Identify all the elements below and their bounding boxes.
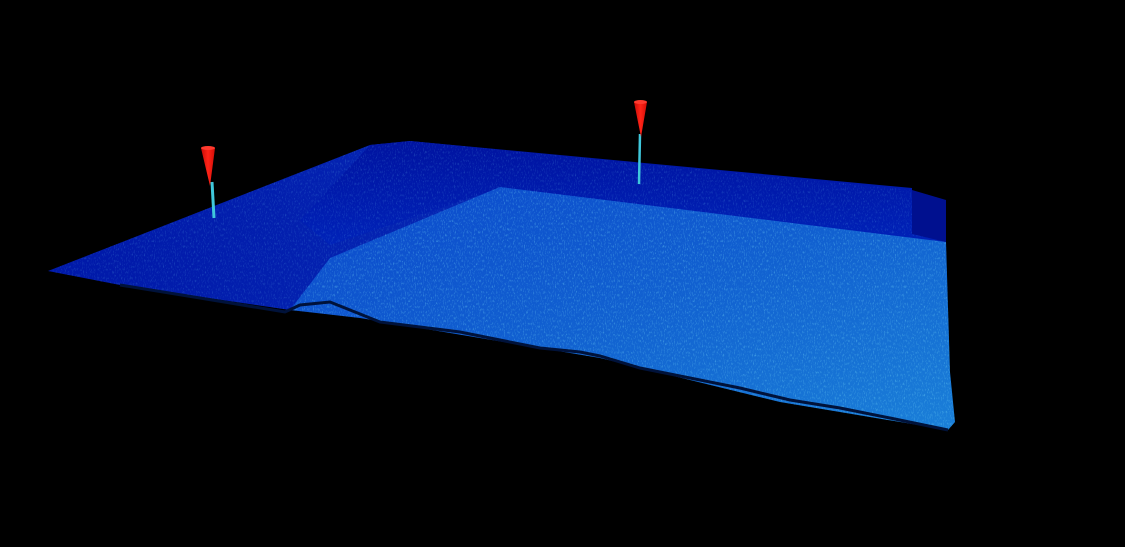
red-cone-marker-icon	[201, 148, 215, 186]
center-peak-marker[interactable]	[634, 100, 647, 137]
surface-noise-texture-far	[48, 141, 946, 310]
surface-front-edge	[119, 283, 949, 432]
left-peak-marker[interactable]	[201, 146, 215, 186]
red-cone-marker-icon	[634, 102, 647, 137]
surface-right-cap	[912, 190, 946, 242]
red-cone-marker-top	[634, 100, 647, 104]
surface-noise-texture	[290, 187, 955, 430]
center-peak-spike	[637, 133, 642, 185]
red-cone-marker-top	[201, 146, 215, 150]
left-peak-spike	[210, 181, 216, 219]
